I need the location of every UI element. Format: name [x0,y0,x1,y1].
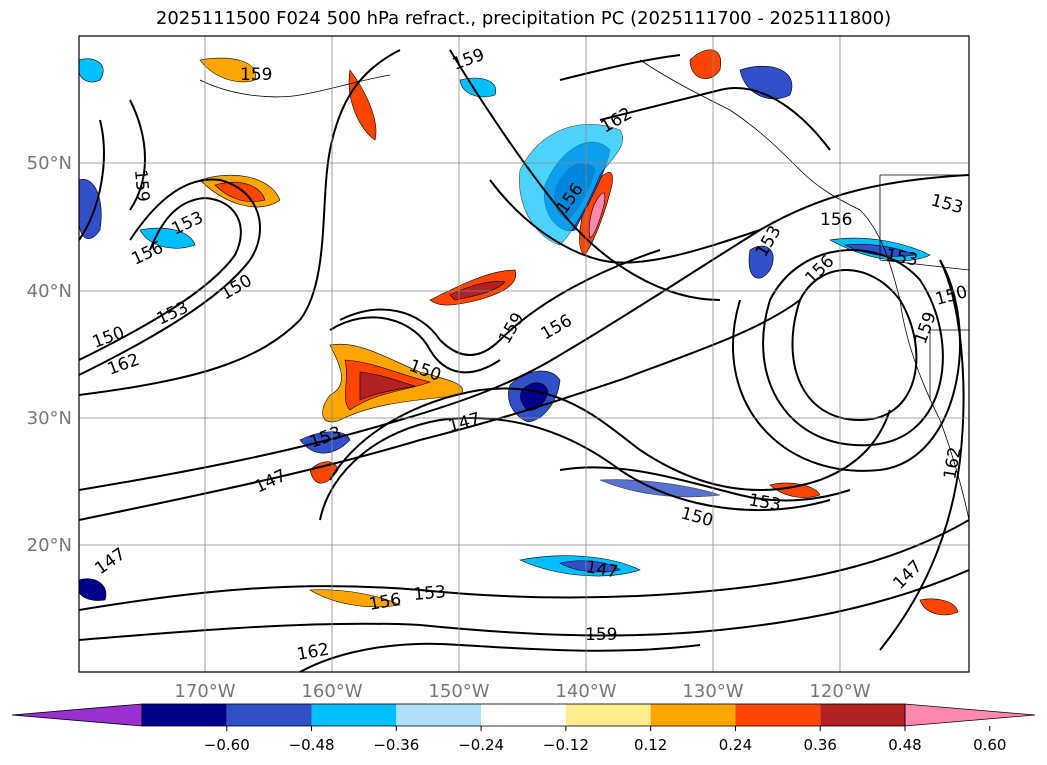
colorbar-tick-label: 0.60 [973,736,1006,754]
lon-label: 130°W [682,681,743,702]
lon-label: 160°W [301,681,362,702]
colorbar-tick-label: 0.24 [719,736,752,754]
lat-label: 40°N [27,281,72,302]
latitude-labels: 50°N 40°N 30°N 20°N [27,153,72,556]
colorbar-swatch [226,704,312,726]
colorbar-swatch [311,704,397,726]
coastlines [199,59,969,521]
colorbar-tick-label: −0.24 [458,736,504,754]
colorbar-swatch [565,704,651,726]
contour-label: 156 [820,210,852,230]
map-frame [78,35,970,673]
graticule [79,36,969,672]
lon-label: 150°W [428,681,489,702]
colorbar-tick-label: 0.36 [804,736,837,754]
colorbar-tick-label: −0.48 [289,736,335,754]
lat-label: 30°N [27,408,72,429]
colorbar-border [141,703,906,727]
map-frame-bg [79,36,969,672]
contour-label: 159 [585,625,617,645]
lon-label: 170°W [174,681,235,702]
contour-lines [79,49,969,672]
lat-label: 50°N [27,153,72,174]
colorbar-swatch [650,704,736,726]
colorbar-swatch [735,704,821,726]
colorbar-swatch [396,704,482,726]
colorbar-tick-label: 0.48 [888,736,921,754]
map-title: 2025111500 F024 500 hPa refract., precip… [155,8,892,29]
lon-label: 120°W [809,681,870,702]
colorbar-tick-label: −0.60 [204,736,250,754]
contour-label: 159 [240,65,272,85]
contour-label: 153 [413,582,447,605]
colorbar-swatch [481,704,566,726]
colorbar-swatch [820,704,905,726]
lon-label: 140°W [555,681,616,702]
colorbar-tick-label: 0.12 [634,736,667,754]
colorbar-swatch [142,704,227,726]
longitude-labels: 170°W 160°W 150°W 140°W 130°W 120°W [174,681,870,702]
colorbar-extend-low [11,703,143,727]
colorbar-tick-label: −0.12 [543,736,589,754]
colorbar-extend-high [904,703,1036,727]
precip-blobs [79,49,959,616]
contour-label: 159 [130,169,153,203]
colorbar: −0.60 −0.48 −0.36 −0.24 −0.12 0.12 0.24 0.36 0.4… [11,703,1036,754]
lat-label: 20°N [27,535,72,556]
colorbar-tick-label: −0.36 [373,736,419,754]
